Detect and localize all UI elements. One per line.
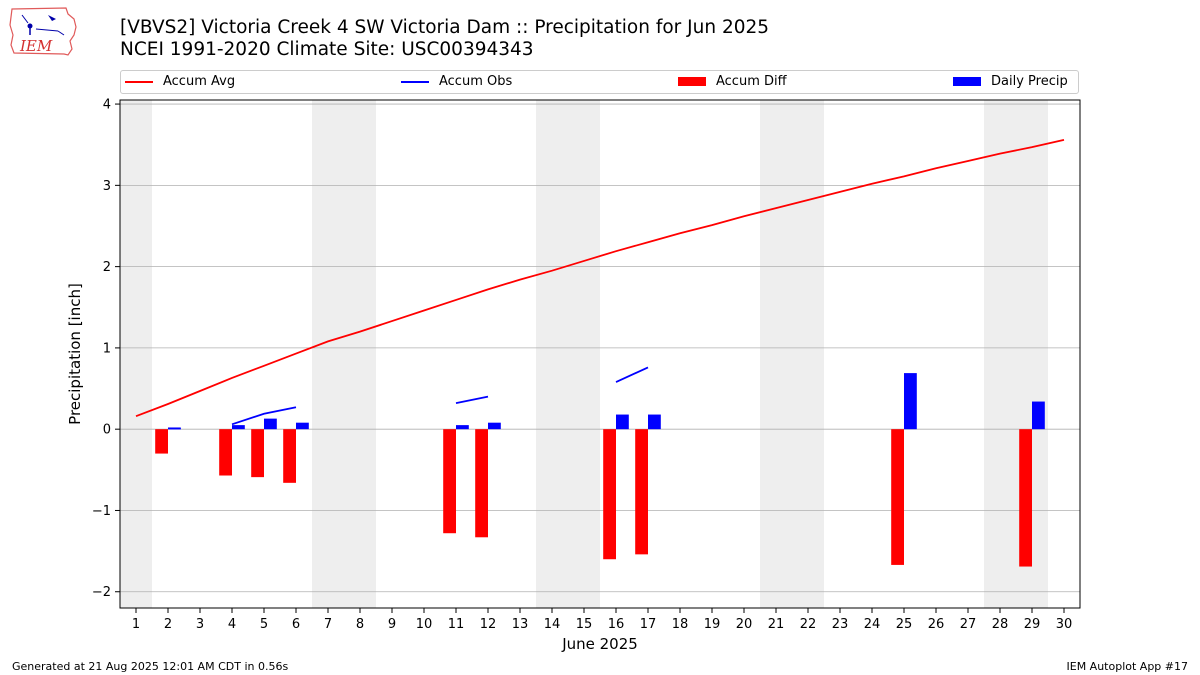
footer-app: IEM Autoplot App #17 <box>1066 660 1189 673</box>
daily-precip-bar <box>296 422 309 430</box>
legend-swatch-accum-avg <box>125 80 153 83</box>
x-axis-label: June 2025 <box>561 635 638 653</box>
legend-item-daily-precip: Daily Precip <box>953 71 1068 93</box>
x-tick-label: 23 <box>832 617 849 632</box>
x-tick-label: 26 <box>928 617 945 632</box>
accum-diff-bar <box>251 429 264 478</box>
accum-obs-line <box>455 395 489 405</box>
legend-swatch-accum-obs <box>401 80 429 83</box>
daily-precip-bar <box>648 414 661 430</box>
accum-diff-bar <box>155 429 168 454</box>
x-tick-label: 3 <box>196 617 204 632</box>
x-tick-label: 22 <box>800 617 817 632</box>
chart-title: [VBVS2] Victoria Creek 4 SW Victoria Dam… <box>120 17 770 38</box>
weekend-shade <box>120 100 152 608</box>
accum-avg-line <box>135 138 1065 418</box>
daily-precip-bar <box>616 414 629 430</box>
accum-diff-bar <box>283 429 296 483</box>
legend-item-accum-avg: Accum Avg <box>125 71 235 93</box>
daily-precip-bar <box>456 425 469 430</box>
weekend-shade <box>312 100 376 608</box>
y-axis-label: Precipitation [inch] <box>66 283 84 425</box>
x-tick-label: 5 <box>260 617 268 632</box>
x-tick-label: 19 <box>704 617 721 632</box>
x-tick-label: 12 <box>480 617 497 632</box>
y-tick-label: 4 <box>103 98 111 113</box>
x-tick-label: 15 <box>576 617 593 632</box>
x-tick-label: 27 <box>960 617 977 632</box>
y-tick-label: −1 <box>92 504 111 519</box>
accum-diff-bar <box>635 429 648 555</box>
y-tick-label: 3 <box>103 179 111 194</box>
x-tick-label: 7 <box>324 617 332 632</box>
legend-item-accum-diff: Accum Diff <box>678 71 787 93</box>
x-tick-label: 21 <box>768 617 785 632</box>
x-tick-label: 6 <box>292 617 300 632</box>
accum-diff-bar <box>603 429 616 560</box>
accum-diff-bar <box>443 429 456 534</box>
x-tick-label: 9 <box>388 617 396 632</box>
x-tick-label: 25 <box>896 617 913 632</box>
x-tick-label: 20 <box>736 617 753 632</box>
accum-diff-bar <box>475 429 488 538</box>
accum-diff-bar <box>1019 429 1032 567</box>
weekend-shade <box>984 100 1048 608</box>
x-tick-label: 2 <box>164 617 172 632</box>
weekend-shade <box>536 100 600 608</box>
logo-text: IEM <box>19 37 53 55</box>
x-tick-label: 11 <box>448 617 465 632</box>
accum-diff-bar <box>219 429 232 476</box>
legend-item-accum-obs: Accum Obs <box>401 71 512 93</box>
daily-precip-bar <box>904 373 917 430</box>
weekend-shade <box>760 100 824 608</box>
x-tick-label: 10 <box>416 617 433 632</box>
x-tick-label: 16 <box>608 617 625 632</box>
x-tick-label: 8 <box>356 617 364 632</box>
x-tick-label: 24 <box>864 617 881 632</box>
x-tick-label: 29 <box>1024 617 1041 632</box>
y-tick-label: 2 <box>103 260 111 275</box>
legend: Accum Avg Accum Obs Accum Diff Daily Pre… <box>120 70 1079 94</box>
x-tick-label: 28 <box>992 617 1009 632</box>
x-tick-label: 17 <box>640 617 657 632</box>
x-tick-label: 18 <box>672 617 689 632</box>
x-tick-label: 14 <box>544 617 561 632</box>
y-tick-label: 1 <box>103 341 111 356</box>
iem-iowa-logo: IEM <box>9 7 77 56</box>
y-tick-label: −2 <box>92 585 111 600</box>
x-tick-label: 30 <box>1056 617 1073 632</box>
legend-label-daily-precip: Daily Precip <box>991 74 1068 89</box>
legend-label-accum-avg: Accum Avg <box>163 74 236 89</box>
x-tick-label: 13 <box>512 617 529 632</box>
y-tick-label: 0 <box>103 423 111 438</box>
plot-frame <box>119 99 1081 609</box>
legend-label-accum-diff: Accum Diff <box>716 74 787 89</box>
legend-label-accum-obs: Accum Obs <box>439 74 513 89</box>
daily-precip-bar <box>488 422 501 430</box>
legend-swatch-accum-diff <box>678 77 706 86</box>
x-tick-label: 1 <box>132 617 140 632</box>
chart-subtitle: NCEI 1991-2020 Climate Site: USC00394343 <box>120 39 534 60</box>
accum-obs-line <box>231 406 297 426</box>
daily-precip-bar <box>1032 401 1045 430</box>
accum-diff-bar <box>891 429 904 565</box>
x-tick-label: 4 <box>228 617 236 632</box>
footer-generated: Generated at 21 Aug 2025 12:01 AM CDT in… <box>12 660 289 673</box>
accum-obs-line <box>615 366 649 383</box>
legend-swatch-daily-precip <box>953 77 981 86</box>
daily-precip-bar <box>232 425 245 430</box>
daily-precip-bar <box>264 418 277 430</box>
